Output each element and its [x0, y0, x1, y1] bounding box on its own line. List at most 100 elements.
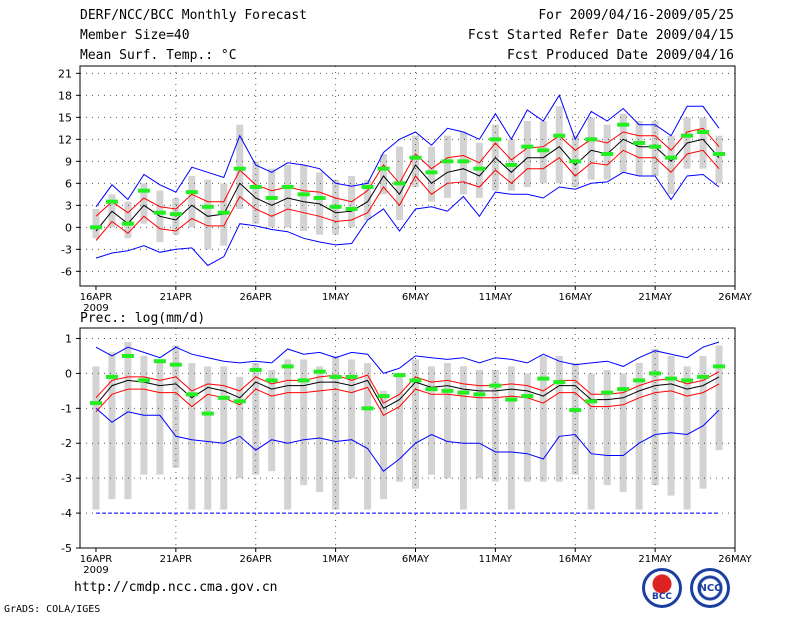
spread-bar [667, 355, 675, 496]
panel-2: -5 -4 -3 -2 -1 0 1 16APR 21APR 26APR 1MAY 6MAY 11MAY… [61, 311, 753, 576]
ncc-logo-icon: NCC [690, 568, 730, 608]
x-tick-label: 11MAY [479, 554, 513, 565]
obs-marker [89, 401, 102, 406]
obs-marker [393, 181, 406, 186]
x-tick-label: 21APR [160, 292, 193, 303]
obs-marker [105, 374, 118, 379]
spread-bar [523, 121, 531, 187]
obs-marker [489, 137, 502, 142]
obs-marker [505, 397, 518, 402]
spread-bar [188, 362, 196, 510]
forecast-produced-date: Fcst Produced Date 2009/04/16 [507, 48, 734, 63]
x-tick-label: 6MAY [402, 554, 430, 565]
spread-bar [651, 348, 659, 486]
spread-bar [108, 352, 116, 500]
obs-marker [521, 394, 534, 399]
series-minus_std-line [95, 149, 720, 241]
spread-bar [619, 113, 627, 173]
spread-bar [699, 117, 707, 169]
y-tick-label: 12 [58, 133, 72, 146]
spread-bar [699, 355, 707, 489]
x-year-label: 2009 [83, 565, 108, 576]
obs-marker [121, 353, 134, 358]
spread-bar [204, 366, 212, 510]
x-tick-label: 6MAY [402, 292, 430, 303]
spread-bar [635, 121, 643, 176]
spread-bar [268, 369, 276, 472]
x-tick-label: 21MAY [638, 292, 672, 303]
spread-bar [204, 179, 212, 250]
series-max-line [95, 171, 720, 267]
spread-bar [411, 135, 419, 187]
obs-marker [713, 152, 726, 156]
spread-bar [92, 366, 100, 510]
spread-bar [619, 373, 627, 493]
x-tick-label: 16APR [80, 554, 113, 565]
y-tick-label: 1 [65, 332, 72, 345]
obs-marker [361, 185, 374, 189]
obs-marker [665, 376, 678, 381]
obs-marker [233, 166, 246, 171]
bcc-logo-icon: BCC [642, 568, 682, 608]
obs-marker [281, 364, 294, 369]
grads-credit: GrADS: COLA/IGES [4, 604, 101, 615]
spread-bar [348, 359, 356, 479]
obs-marker [313, 369, 326, 374]
spread-bar [427, 366, 435, 475]
chart-title: DERF/NCC/BCC Monthly Forecast [80, 8, 307, 23]
obs-marker [425, 170, 438, 175]
source-url[interactable]: http://cmdp.ncc.cma.gov.cn [74, 580, 278, 595]
obs-marker [265, 378, 278, 383]
spread-bar [188, 176, 196, 228]
obs-marker [569, 408, 582, 413]
x-tick-label: 11MAY [479, 292, 513, 303]
obs-marker [457, 159, 470, 164]
y-tick-label: -2 [61, 437, 72, 450]
series-max-line [95, 341, 720, 374]
spread-bar [475, 369, 483, 479]
obs-marker [441, 159, 454, 164]
forecast-started-date: Fcst Started Refer Date 2009/04/15 [467, 28, 734, 43]
obs-marker [601, 390, 614, 395]
spread-bar [715, 345, 723, 451]
obs-marker [473, 392, 486, 397]
obs-marker [713, 364, 726, 369]
plot-frame [79, 327, 736, 549]
obs-marker [313, 196, 326, 200]
spread-bar [364, 362, 372, 510]
obs-marker [457, 390, 470, 395]
y-tick-label: 6 [65, 177, 72, 190]
obs-marker [329, 204, 342, 209]
y-tick-label: -4 [61, 507, 72, 520]
obs-marker [297, 378, 310, 383]
x-tick-label: 21APR [160, 554, 193, 565]
spread-bar [156, 359, 164, 475]
obs-marker [633, 378, 646, 383]
obs-marker [153, 210, 166, 215]
obs-marker [89, 225, 102, 230]
spread-bar [667, 135, 675, 195]
y-tick-label: 15 [58, 111, 72, 124]
x-tick-label: 21MAY [638, 554, 672, 565]
obs-marker [137, 188, 150, 193]
spread-bar [300, 359, 308, 486]
spread-bar [443, 135, 451, 198]
spread-bar [443, 362, 451, 479]
x-tick-label: 16MAY [558, 554, 592, 565]
obs-marker [249, 185, 262, 189]
obs-marker [617, 387, 630, 392]
y-tick-label: 18 [58, 89, 72, 102]
spread-bar [92, 209, 100, 239]
obs-marker [697, 374, 710, 379]
spread-bar [555, 106, 563, 184]
obs-marker [409, 155, 422, 160]
y-tick-label: -6 [61, 265, 72, 278]
obs-marker [169, 212, 182, 217]
obs-marker [633, 141, 646, 145]
obs-marker [201, 411, 214, 416]
obs-marker [393, 373, 406, 378]
x-tick-label: 16MAY [558, 292, 592, 303]
obs-marker [521, 144, 534, 149]
spread-bar [555, 355, 563, 482]
spread-bar [396, 376, 404, 482]
